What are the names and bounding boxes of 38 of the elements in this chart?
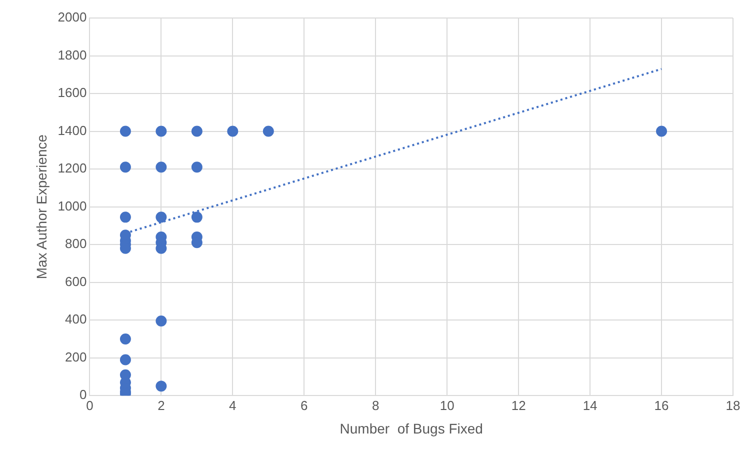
point xyxy=(262,126,274,137)
point xyxy=(656,126,668,137)
y-tick-label: 1200 xyxy=(58,160,87,176)
point xyxy=(156,316,167,327)
y-axis-title: Max Author Experience xyxy=(33,134,50,280)
y-tick-label: 1000 xyxy=(58,198,87,214)
x-tick-label: 4 xyxy=(229,398,236,413)
x-tick-label: 18 xyxy=(726,398,740,413)
point xyxy=(120,126,131,137)
x-tick-label: 12 xyxy=(511,398,526,413)
point xyxy=(191,126,202,137)
point xyxy=(120,333,131,344)
y-tick-label: 1600 xyxy=(58,85,87,100)
y-tick-label: 200 xyxy=(65,349,87,364)
x-tick-label: 10 xyxy=(440,398,454,413)
point xyxy=(120,212,131,223)
y-tick-label: 600 xyxy=(65,274,87,289)
point xyxy=(227,126,238,137)
y-tick-label: 800 xyxy=(65,236,87,252)
point xyxy=(120,162,131,173)
point xyxy=(156,380,167,392)
point xyxy=(156,162,167,173)
y-tick-label: 0 xyxy=(79,387,87,402)
x-tick-label: 8 xyxy=(372,398,380,413)
point xyxy=(156,212,167,223)
y-tick-label: 400 xyxy=(65,312,87,327)
x-tick-label: 14 xyxy=(582,398,598,413)
x-axis-title: Number of Bugs Fixed xyxy=(340,420,483,436)
point xyxy=(120,354,131,366)
y-tick-label: 1800 xyxy=(58,47,87,62)
point xyxy=(191,212,202,223)
y-tick-label: 2000 xyxy=(58,10,87,25)
point xyxy=(156,126,167,137)
x-tick-label: 2 xyxy=(158,398,165,413)
y-tick-label: 1400 xyxy=(58,122,87,138)
x-tick-label: 6 xyxy=(300,398,308,413)
x-tick-label: 16 xyxy=(654,398,669,413)
point xyxy=(191,162,202,173)
